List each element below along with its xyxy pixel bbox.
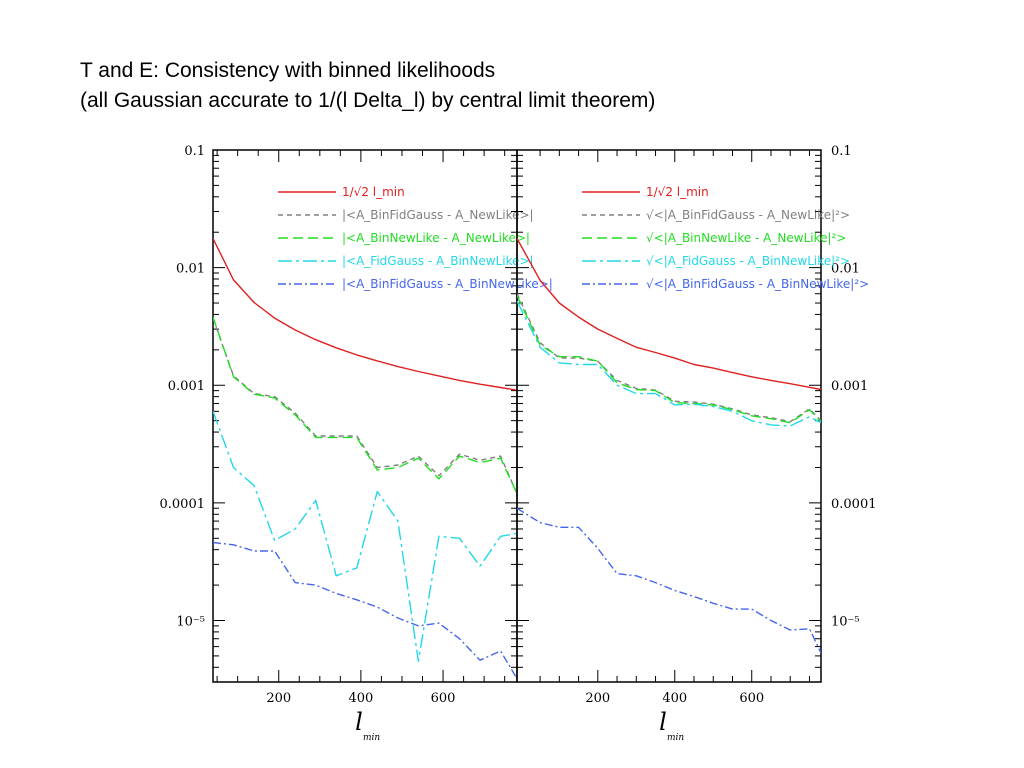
series-line-4 — [213, 541, 517, 680]
left-series-group — [213, 238, 517, 680]
x-tick-label: 200 — [266, 691, 291, 706]
legend-entry: |<A_FidGauss - A_BinNewLike>| — [342, 254, 534, 268]
series-line-0 — [517, 238, 821, 391]
y-tick-label: 0.01 — [831, 262, 860, 277]
legend-entry: 1/√2 l_min — [646, 185, 709, 199]
y-tick-label: 0.1 — [831, 144, 852, 159]
series-line-2 — [517, 295, 821, 424]
legend-entry: √<|A_FidGauss - A_BinNewLike|²> — [646, 254, 850, 268]
slide-title: T and E: Consistency with binned likelih… — [80, 56, 655, 116]
series-line-4 — [517, 507, 821, 654]
series-line-3 — [517, 300, 821, 427]
y-tick-label: 0.1 — [184, 144, 205, 159]
y-tick-label: 0.0001 — [160, 497, 206, 512]
y-tick-label: 10⁻⁵ — [831, 614, 860, 629]
legend-entry: |<A_BinFidGauss - A_NewLike>| — [342, 208, 534, 222]
x-tick-label: 600 — [739, 691, 764, 706]
legend-entry: |<A_BinFidGauss - A_BinNewLike>| — [342, 277, 553, 291]
title-line-1: T and E: Consistency with binned likelih… — [80, 59, 496, 82]
right-frame — [516, 149, 822, 683]
x-tick-label: 400 — [348, 691, 373, 706]
left-frame — [212, 149, 518, 683]
x-tick-label: 200 — [585, 691, 610, 706]
legend-entry: 1/√2 l_min — [342, 185, 405, 199]
x-tick-label: 400 — [662, 691, 687, 706]
series-line-2 — [213, 316, 517, 494]
series-line-1 — [517, 293, 821, 423]
x-axis-label-subscript: min — [667, 733, 684, 743]
legend-entry: |<A_BinNewLike - A_NewLike>| — [342, 231, 530, 245]
right-series-group — [517, 238, 821, 654]
y-tick-label: 10⁻⁵ — [176, 614, 205, 629]
x-axis-label: l — [659, 708, 667, 736]
series-line-0 — [213, 238, 517, 391]
x-tick-label: 600 — [431, 691, 456, 706]
legend-entry: √<|A_BinNewLike - A_NewLike|²> — [646, 231, 846, 245]
legend-entry: √<|A_BinFidGauss - A_BinNewLike|²> — [646, 277, 869, 291]
series-line-1 — [213, 318, 517, 494]
x-axis-label-subscript: min — [363, 733, 380, 743]
title-line-2: (all Gaussian accurate to 1/(l Delta_l) … — [80, 89, 656, 112]
y-tick-label: 0.0001 — [831, 497, 877, 512]
x-axis-label: l — [355, 708, 363, 736]
y-tick-label: 0.001 — [831, 379, 868, 394]
y-tick-label: 0.001 — [168, 379, 205, 394]
legend-entry: √<|A_BinFidGauss - A_NewLike|²> — [646, 208, 850, 222]
series-line-3 — [213, 411, 517, 662]
y-tick-label: 0.01 — [176, 262, 205, 277]
